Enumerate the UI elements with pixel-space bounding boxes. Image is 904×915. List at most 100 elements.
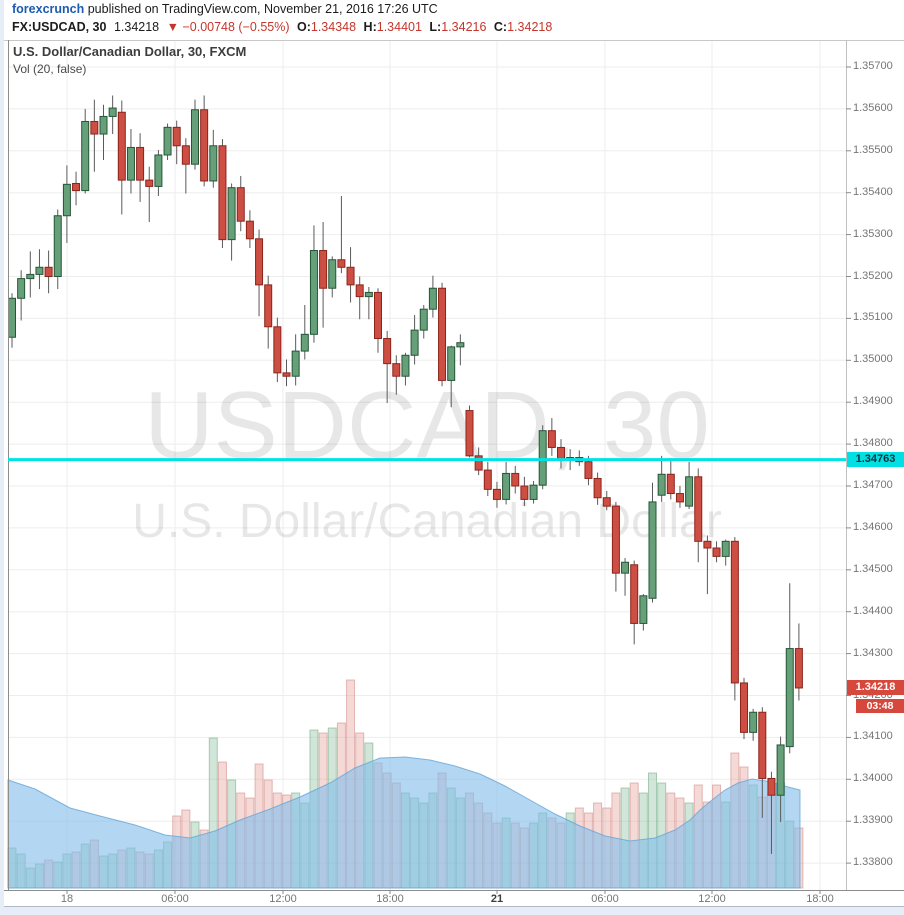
time-tick-label: 18:00 [376, 893, 404, 905]
candle-down [383, 338, 392, 365]
price-tick-label: 1.35700 [853, 60, 893, 72]
series-layer [7, 95, 804, 889]
time-tick-label: 12:00 [698, 893, 726, 905]
open-label: O: [296, 20, 311, 34]
candle-down [346, 266, 355, 286]
watermark-symbol: USDCAD, 30 [144, 372, 710, 479]
candle-down [694, 476, 703, 542]
high-label: H: [363, 20, 377, 34]
candle-down [666, 473, 675, 495]
price-tick-label: 1.34900 [853, 395, 893, 408]
time-tick-label: 21 [490, 893, 504, 905]
candle-up [502, 472, 511, 500]
price-change: ▼ −0.00748 (−0.55%) [166, 20, 290, 34]
candle-down [438, 287, 447, 381]
price-tick-label: 1.34800 [853, 437, 893, 450]
price-level-line [8, 458, 846, 462]
source-name: forexcrunch [12, 2, 85, 16]
time-tick-label: 18 [60, 893, 74, 905]
candle-down [236, 187, 245, 222]
symbol-label: FX:USDCAD, 30 [12, 20, 107, 34]
time-tick-label: 18:00 [806, 893, 834, 905]
candle-up [364, 291, 373, 298]
attribution-line: forexcrunch published on TradingView.com… [12, 2, 438, 16]
candle-up [328, 259, 337, 289]
candle-up [8, 297, 16, 338]
candle-down [740, 682, 748, 733]
published-text: published on TradingView.com, November 2… [84, 2, 438, 16]
candle-down [630, 564, 639, 624]
candle-down [90, 120, 99, 135]
candle-down [273, 326, 282, 374]
candle-down [794, 648, 803, 689]
volume-ma-area [7, 756, 801, 889]
price-tick-label: 1.34300 [853, 646, 893, 659]
candle-up [419, 308, 428, 331]
open-value: 1.34348 [310, 20, 357, 34]
candle-down [264, 284, 273, 328]
close-label: C: [493, 20, 508, 34]
time-tick-label: 06:00 [591, 893, 619, 905]
candle-up [410, 329, 419, 356]
candle-down [483, 469, 492, 490]
candle-down [355, 284, 364, 298]
candle-up [309, 250, 318, 335]
candle-up [191, 109, 199, 165]
candle-down [245, 220, 254, 240]
candle-up [99, 115, 108, 135]
price-tick-label: 1.34500 [853, 562, 893, 575]
candle-up [401, 354, 410, 377]
candle-up [657, 473, 666, 496]
candle-up [209, 145, 218, 182]
time-tick-label: 06:00 [161, 893, 189, 905]
candle-down [255, 238, 264, 286]
price-tick-label: 1.34600 [853, 520, 893, 533]
candle-up [154, 154, 163, 187]
candle-up [721, 540, 730, 557]
candle-down [730, 540, 739, 684]
candle-down [145, 179, 154, 187]
candle-up [639, 595, 648, 624]
candle-up [447, 346, 456, 381]
time-tick-label: 12:00 [269, 893, 297, 905]
candle-down [611, 505, 620, 574]
candle-down [218, 145, 227, 241]
candle-up [35, 266, 44, 275]
close-value: 1.34218 [507, 20, 553, 34]
candle-down [136, 146, 145, 181]
price-tick-label: 1.34000 [853, 772, 893, 785]
legend-volume-indicator[interactable]: Vol (20, false) [13, 62, 87, 76]
candle-up [621, 561, 630, 574]
candle-down [282, 372, 291, 377]
candle-up [291, 350, 300, 377]
candle-down [374, 291, 382, 340]
candle-up [300, 333, 309, 352]
overlay-layer [4, 40, 904, 907]
symbol-info-line: FX:USDCAD, 30 1.34218 ▼ −0.00748 (−0.55%… [12, 20, 556, 34]
candle-down [492, 488, 501, 500]
candle-down [172, 126, 181, 147]
candle-down [593, 477, 602, 499]
candle-up [26, 273, 35, 280]
candle-down [584, 461, 593, 479]
candle-down [337, 259, 346, 268]
price-tick-label: 1.34100 [853, 730, 893, 743]
price-tick-label: 1.33900 [853, 814, 893, 827]
candle-down [547, 430, 556, 448]
candle-up [776, 744, 785, 796]
watermark-title: U.S. Dollar/Canadian Dollar [132, 495, 722, 548]
legend-symbol-title[interactable]: U.S. Dollar/Canadian Dollar, 30, FXCM [13, 44, 247, 59]
candle-up [428, 287, 437, 310]
candle-down [675, 493, 684, 503]
price-level-label: 1.34763 [847, 451, 904, 467]
candle-up [785, 648, 794, 748]
candle-up [163, 126, 172, 156]
high-value: 1.34401 [376, 20, 422, 34]
candle-down [758, 711, 767, 779]
candle-up [456, 342, 465, 348]
price-tick-label: 1.35200 [853, 269, 893, 282]
candle-down [200, 109, 209, 182]
price-tick-label: 1.35100 [853, 311, 893, 324]
